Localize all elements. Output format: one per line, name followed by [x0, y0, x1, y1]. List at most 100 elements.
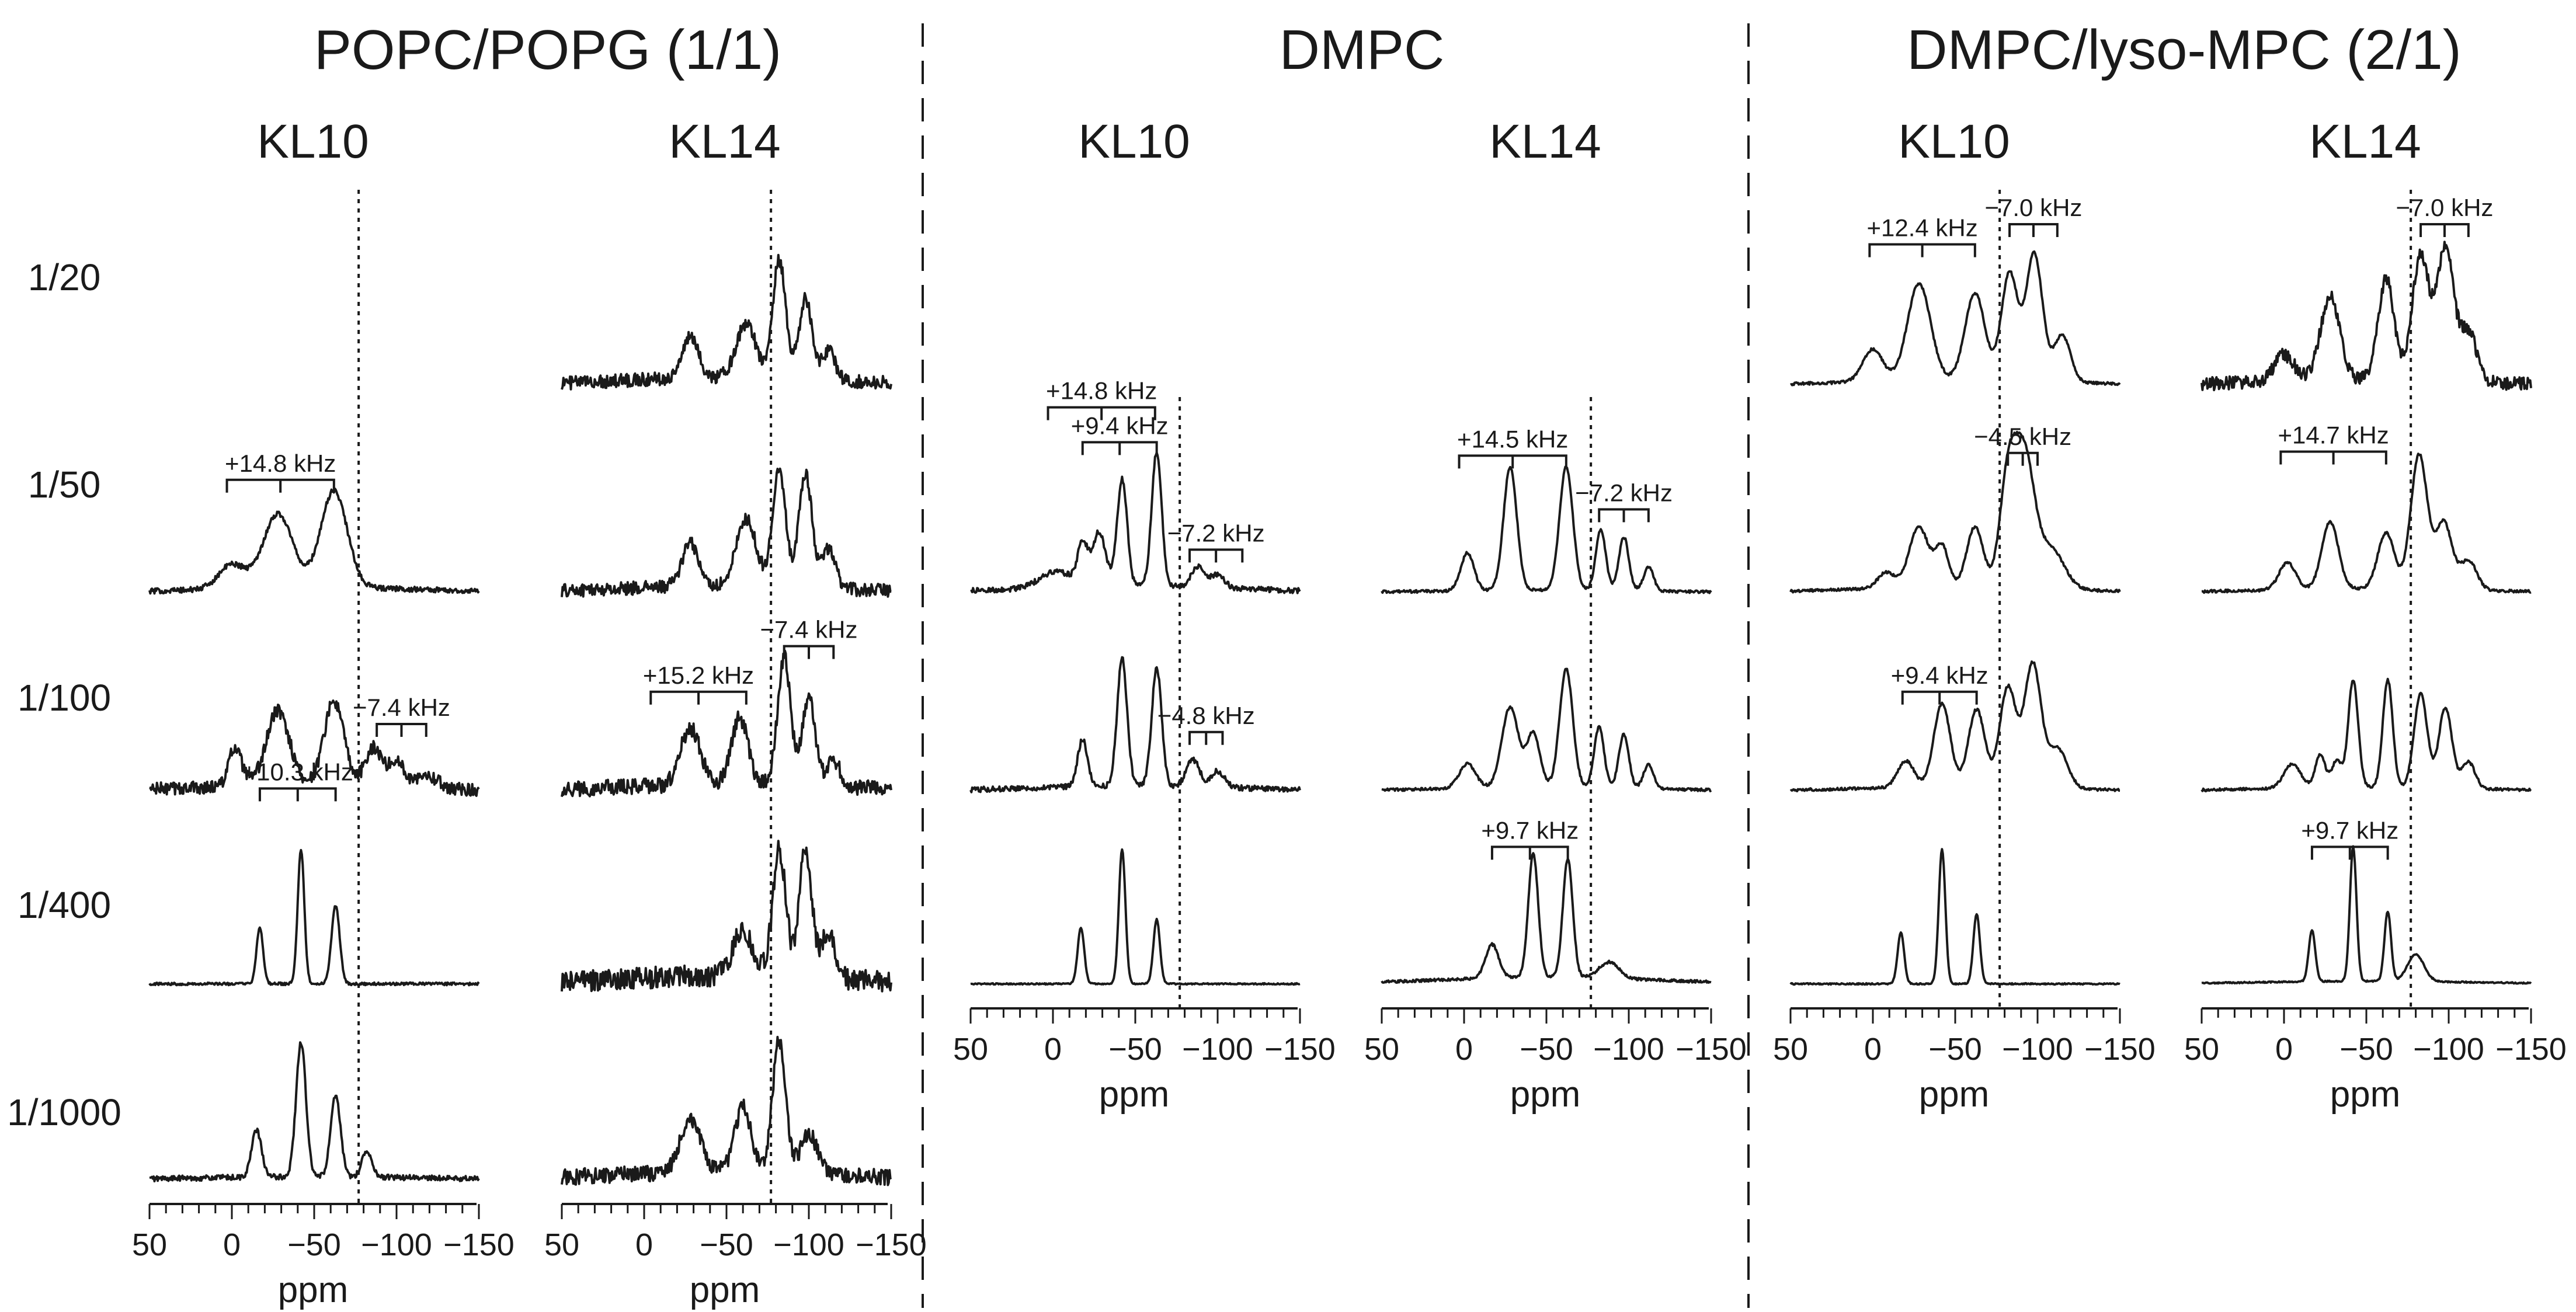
panel-title: KL14: [1489, 115, 1601, 168]
tick-label: −50: [1928, 1032, 1982, 1067]
spectrum-trace: [561, 253, 892, 391]
tick-label: −50: [1520, 1032, 1573, 1067]
tick-label: −150: [2084, 1032, 2156, 1067]
splitting-label: −7.2 kHz: [1167, 519, 1265, 547]
tick-label: −100: [2002, 1032, 2073, 1067]
spectrum-trace: [970, 451, 1301, 594]
splitting-label: −7.0 kHz: [1984, 194, 2082, 221]
tick-label: 0: [1864, 1032, 1882, 1067]
splitting-label: −7.4 kHz: [353, 694, 450, 721]
spectrum-trace: [1789, 660, 2120, 792]
tick-label: −50: [700, 1227, 753, 1262]
splitting-bracket: [1598, 508, 1650, 523]
group-title: DMPC: [1280, 19, 1445, 81]
x-axis-label: ppm: [690, 1270, 760, 1310]
splitting-label: −7.4 kHz: [760, 616, 858, 643]
x-axis-label: ppm: [2330, 1074, 2401, 1115]
spectrum-trace: [1789, 430, 2121, 594]
x-axis-label: ppm: [1510, 1074, 1581, 1115]
splitting-bracket: [2007, 451, 2039, 466]
tick-label: −150: [2495, 1032, 2567, 1067]
spectrum-trace: [149, 699, 480, 797]
tick-label: −100: [1593, 1032, 1664, 1067]
splitting-bracket: [2419, 223, 2470, 237]
splitting-bracket: [1458, 454, 1567, 469]
spectrum-trace: [1789, 848, 2120, 986]
spectrum-trace: [148, 487, 480, 595]
splitting-bracket: [1047, 406, 1156, 420]
tick-label: 50: [132, 1227, 167, 1262]
x-axis-label: ppm: [1919, 1074, 1990, 1115]
splitting-label: −4.5 kHz: [1974, 423, 2071, 450]
splitting-label: +14.5 kHz: [1457, 425, 1568, 453]
splitting-bracket: [2310, 845, 2389, 860]
x-axis-label: ppm: [1099, 1074, 1170, 1115]
splitting-bracket: [1868, 243, 1976, 257]
tick-label: −50: [2339, 1032, 2393, 1067]
splitting-bracket: [1081, 441, 1158, 455]
splitting-bracket: [1188, 548, 1244, 563]
splitting-label: −4.8 kHz: [1157, 702, 1255, 729]
splitting-bracket: [2279, 450, 2387, 465]
tick-label: −150: [856, 1227, 927, 1262]
splitting-bracket: [1490, 845, 1569, 860]
panel-title: KL14: [669, 115, 781, 168]
splitting-label: +14.8 kHz: [225, 450, 336, 477]
tick-label: −150: [1675, 1032, 1747, 1067]
tick-label: −50: [287, 1227, 341, 1262]
splitting-label: +14.8 kHz: [1046, 377, 1157, 405]
group-title: POPC/POPG (1/1): [314, 19, 781, 81]
splitting-label: +12.4 kHz: [1866, 214, 1977, 242]
splitting-label: +10.3 kHz: [242, 758, 353, 785]
spectrum-trace: [149, 1041, 480, 1182]
spectrum-trace: [2200, 677, 2532, 793]
splitting-bracket: [258, 787, 337, 802]
tick-label: 0: [635, 1227, 653, 1262]
tick-label: 0: [223, 1227, 241, 1262]
splitting-label: +9.7 kHz: [1481, 816, 1579, 844]
spectrum-trace: [561, 840, 892, 993]
tick-label: −150: [1264, 1032, 1336, 1067]
spectrum-trace: [561, 467, 892, 598]
spectrum-trace: [148, 848, 480, 987]
splitting-label: +14.7 kHz: [2278, 422, 2389, 449]
splitting-bracket: [649, 690, 748, 705]
tick-label: −150: [443, 1227, 514, 1262]
tick-label: 0: [1044, 1032, 1062, 1067]
spectrum-trace: [970, 848, 1301, 986]
tick-label: −100: [1182, 1032, 1253, 1067]
row-label: 1/400: [18, 884, 111, 926]
spectrum-trace: [969, 656, 1301, 794]
splitting-label: +9.4 kHz: [1071, 412, 1169, 439]
tick-label: 50: [1773, 1032, 1808, 1067]
spectrum-trace: [561, 1036, 892, 1186]
spectrum-trace: [1381, 465, 1712, 594]
row-label: 1/1000: [7, 1091, 121, 1133]
tick-label: 0: [2275, 1032, 2293, 1067]
tick-label: 50: [1364, 1032, 1399, 1067]
spectrum-trace: [1790, 250, 2121, 387]
panel-title: KL10: [257, 115, 369, 168]
panel-title: KL14: [2309, 115, 2421, 168]
tick-label: −100: [2413, 1032, 2484, 1067]
splitting-bracket: [225, 478, 335, 493]
spectrum-trace: [1381, 667, 1712, 792]
splitting-label: −7.2 kHz: [1575, 479, 1673, 506]
panel-title: KL10: [1898, 115, 2010, 168]
tick-label: −100: [361, 1227, 432, 1262]
spectrum-trace: [2201, 845, 2532, 985]
splitting-bracket: [1188, 730, 1224, 745]
group-title: DMPC/lyso-MPC (2/1): [1907, 19, 2461, 81]
row-label: 1/20: [28, 256, 101, 298]
tick-label: −100: [773, 1227, 844, 1262]
splitting-label: +15.2 kHz: [643, 662, 754, 689]
tick-label: 50: [953, 1032, 988, 1067]
splitting-bracket: [376, 723, 427, 737]
row-label: 1/100: [18, 677, 111, 719]
tick-label: 50: [2184, 1032, 2219, 1067]
row-label: 1/50: [28, 464, 101, 506]
splitting-bracket: [2008, 223, 2059, 237]
tick-label: 50: [544, 1227, 579, 1262]
splitting-label: +9.4 kHz: [1891, 662, 1989, 689]
